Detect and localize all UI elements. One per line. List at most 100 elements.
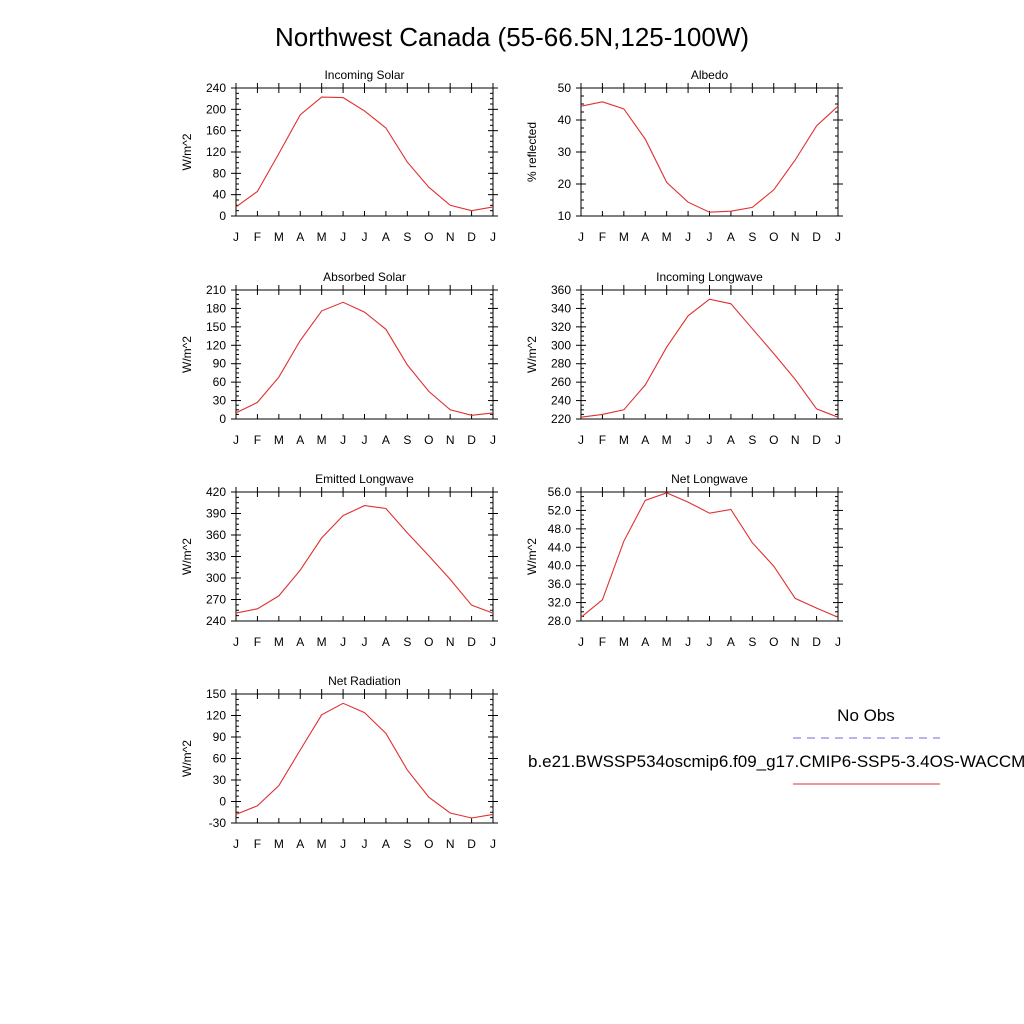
x-tick-label: D	[467, 433, 476, 447]
series-line	[235, 301, 494, 416]
x-tick-label: O	[424, 433, 433, 447]
y-axis-label: W/m^2	[525, 538, 539, 575]
y-tick-label: 150	[206, 320, 226, 334]
y-tick-label: 280	[551, 357, 571, 371]
x-tick-label: D	[812, 433, 821, 447]
x-tick-label: M	[317, 230, 327, 244]
y-tick-label: 320	[551, 320, 571, 334]
y-tick-label: 300	[206, 571, 226, 585]
y-axis-label: W/m^2	[525, 336, 539, 373]
x-tick-label: A	[296, 433, 304, 447]
x-tick-label: M	[317, 635, 327, 649]
y-tick-label: 150	[206, 687, 226, 701]
x-tick-label: J	[233, 837, 239, 851]
x-tick-label: A	[641, 635, 649, 649]
y-tick-label: 160	[206, 124, 226, 138]
x-tick-label: F	[254, 230, 261, 244]
x-tick-label: A	[382, 837, 390, 851]
x-tick-label: A	[296, 635, 304, 649]
x-tick-label: J	[340, 635, 346, 649]
y-tick-label: 52.0	[548, 503, 572, 517]
x-tick-label: J	[685, 635, 691, 649]
y-tick-label: 90	[213, 730, 227, 744]
x-tick-label: J	[578, 433, 584, 447]
x-tick-label: J	[362, 230, 368, 244]
x-tick-label: M	[662, 635, 672, 649]
x-tick-label: M	[317, 433, 327, 447]
y-axis-label: % reflected	[525, 122, 539, 182]
x-tick-label: F	[254, 433, 261, 447]
x-tick-label: M	[274, 230, 284, 244]
x-tick-label: D	[467, 230, 476, 244]
y-tick-label: 90	[213, 357, 227, 371]
x-tick-label: D	[812, 635, 821, 649]
x-tick-label: M	[662, 433, 672, 447]
series-line	[580, 101, 839, 213]
x-tick-label: S	[403, 433, 411, 447]
x-tick-label: J	[707, 433, 713, 447]
y-tick-label: 260	[551, 375, 571, 389]
plot-frame	[235, 491, 494, 622]
x-tick-label: N	[446, 230, 455, 244]
x-tick-label: N	[446, 433, 455, 447]
y-tick-label: 40	[558, 113, 572, 127]
panel-title: Albedo	[691, 68, 729, 82]
x-tick-label: S	[748, 230, 756, 244]
y-tick-label: 30	[213, 773, 227, 787]
x-tick-label: M	[274, 837, 284, 851]
y-tick-label: 40	[213, 188, 227, 202]
x-tick-label: J	[362, 837, 368, 851]
panel-title: Incoming Longwave	[656, 270, 763, 284]
series-line	[235, 96, 494, 212]
y-tick-label: 330	[206, 550, 226, 564]
x-tick-label: O	[769, 230, 778, 244]
panel-title: Net Longwave	[671, 472, 748, 486]
panel-title: Emitted Longwave	[315, 472, 414, 486]
x-tick-label: J	[707, 230, 713, 244]
x-tick-label: J	[490, 837, 496, 851]
x-tick-label: J	[340, 230, 346, 244]
x-tick-label: D	[812, 230, 821, 244]
x-tick-label: M	[619, 635, 629, 649]
x-tick-label: J	[835, 230, 841, 244]
y-tick-label: 30	[558, 145, 572, 159]
y-tick-label: 0	[219, 795, 226, 809]
x-tick-label: F	[254, 837, 261, 851]
x-tick-label: F	[599, 433, 606, 447]
legend-obs-label: No Obs	[837, 706, 895, 725]
panel-title: Incoming Solar	[324, 68, 404, 82]
y-tick-label: 220	[551, 412, 571, 426]
x-tick-label: J	[233, 433, 239, 447]
x-tick-label: J	[835, 433, 841, 447]
y-tick-label: 48.0	[548, 522, 572, 536]
plot-frame	[235, 87, 494, 217]
x-tick-label: D	[467, 635, 476, 649]
y-tick-label: 360	[551, 283, 571, 297]
x-tick-label: A	[727, 230, 735, 244]
y-tick-label: 420	[206, 485, 226, 499]
plot-frame	[580, 491, 839, 622]
y-tick-label: 32.0	[548, 596, 572, 610]
x-tick-label: S	[748, 433, 756, 447]
x-tick-label: D	[467, 837, 476, 851]
y-tick-label: 30	[213, 394, 227, 408]
x-tick-label: F	[599, 230, 606, 244]
panel-title: Net Radiation	[328, 674, 401, 688]
x-tick-label: N	[791, 635, 800, 649]
y-tick-label: 60	[213, 375, 227, 389]
series-line	[580, 298, 839, 418]
x-tick-label: F	[254, 635, 261, 649]
y-axis-label: W/m^2	[180, 336, 194, 373]
y-tick-label: 340	[551, 301, 571, 315]
y-tick-label: 60	[213, 752, 227, 766]
x-tick-label: O	[424, 837, 433, 851]
x-tick-label: S	[748, 635, 756, 649]
panel-title: Absorbed Solar	[323, 270, 406, 284]
y-tick-label: 300	[551, 338, 571, 352]
